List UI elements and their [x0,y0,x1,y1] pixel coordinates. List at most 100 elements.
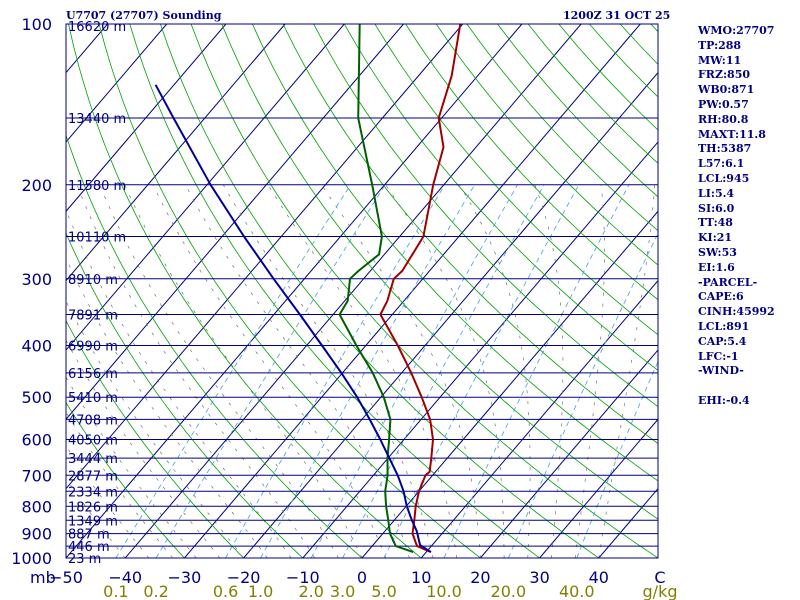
index-item: LCL:945 [698,171,750,185]
pressure-tick-label: 900 [21,525,52,544]
isotherm-line [66,24,464,490]
moist-adiabat-line [267,184,458,558]
index-item: -PARCEL- [698,275,758,289]
isotherm-line [302,141,658,558]
isotherm-line [66,24,286,282]
mixing-ratio-line [443,184,630,558]
index-item: LI:5.4 [698,186,735,200]
mixing-ratio-tick-label: 40.0 [559,582,595,600]
temperature-trace [379,24,462,554]
height-label: 887 m [68,528,110,543]
pressure-unit-label: mb [30,568,56,587]
mixing-ratio-line [310,184,518,558]
height-label: 10110 m [68,230,126,245]
index-item: MAXT:11.8 [698,127,766,141]
mixing-ratio-tick-label: 10.0 [426,582,462,600]
mixing-ratio-line [115,184,351,558]
height-label: 4708 m [68,413,118,428]
dry-adiabat-line [221,24,658,520]
isotherm-line [66,24,168,143]
isotherm-line [124,24,582,558]
pressure-tick-label: 800 [21,497,52,516]
index-item: PW:0.57 [698,97,749,111]
height-label: 5410 m [68,391,118,406]
temperature-tick-label: −10 [286,568,320,587]
pressure-tick-label: 1000 [11,549,52,568]
height-label: 2334 m [68,485,118,500]
dry-adiabat-line [98,24,481,558]
pressure-tick-label: 500 [21,388,52,407]
index-item: KI:21 [698,231,733,245]
temperature-tick-label: 10 [411,568,431,587]
moist-adiabat-line [574,184,605,558]
isotherm-line [66,24,404,421]
height-label: 6156 m [68,367,118,382]
isotherm-line [66,24,227,213]
mixing-ratio-tick-label: 1.0 [248,582,273,600]
height-label: 7891 m [68,309,118,324]
temperature-unit-label: C [654,568,665,587]
moist-adiabat-line [222,184,434,558]
temperature-tick-label: 30 [529,568,549,587]
dewpoint-trace [338,24,414,554]
index-item: L57:6.1 [698,157,745,171]
moist-adiabat-line [534,184,564,558]
index-item: LCL:891 [698,319,750,333]
mixing-ratio-line [260,184,475,558]
mixing-ratio-unit-label: g/kg [643,582,678,600]
index-item: MW:11 [698,53,742,67]
index-item: CAP:5.4 [698,334,747,348]
moist-adiabat-line [598,184,656,558]
mixing-ratio-line [383,184,580,558]
temperature-tick-label: −50 [49,568,83,587]
moist-adiabat-line [185,184,410,558]
pressure-tick-label: 700 [21,466,52,485]
index-item: FRZ:850 [698,68,751,82]
stability-indices-panel: WMO:27707 TP:288 MW:11 FRZ:850 WB0:871 PW:0.5… [698,24,775,409]
height-label: 4050 m [68,434,118,449]
moist-adiabat-line [124,184,363,558]
mixing-ratio-tick-label: 20.0 [491,582,527,600]
mixing-ratio-line [508,232,658,558]
pressure-tick-label: 400 [21,337,52,356]
height-label: 11580 m [68,179,126,194]
mixing-ratio-line [342,184,545,558]
isotherm-line [361,210,658,558]
dry-adiabat-line [160,24,600,558]
temperature-tick-label: 40 [589,568,609,587]
isotherm-line [66,24,345,351]
isobar-lines [66,23,658,559]
dry-adiabat-line [68,24,422,558]
parcel-path-trace [154,84,432,553]
isotherm-line [66,24,523,558]
mixing-ratio-tick-label: 2.0 [298,582,323,600]
pressure-tick-label: 100 [21,15,52,34]
pressure-tick-label: 300 [21,270,52,289]
sounding-traces [154,24,462,554]
mixing-ratio-tick-label: 5.0 [371,582,396,600]
isotherm-line [420,279,658,558]
temperature-tick-label: −20 [227,568,261,587]
temperature-tick-label: −40 [108,568,142,587]
valid-time: 1200Z 31 OCT 25 [563,9,671,22]
height-label: 6990 m [68,340,118,355]
height-label: 1826 m [68,500,118,515]
moist-adiabat-line [66,300,244,558]
height-label: 3444 m [68,452,118,467]
index-item: SW:53 [698,245,737,259]
index-item: CAPE:6 [698,290,744,304]
moist-adiabat-line [459,184,531,558]
isotherm-line [539,418,658,558]
index-item: EHI:-0.4 [698,393,750,407]
height-label: 2877 m [68,469,118,484]
index-item: EI:1.6 [698,260,735,274]
index-item: WMO:27707 [698,24,775,37]
mixing-ratio-tick-label: 0.1 [103,582,128,600]
index-item: TT:48 [698,216,733,230]
isotherm-line [243,71,658,558]
mixing-ratio-tick-label: 0.2 [143,582,168,600]
index-item: CINH:45992 [698,305,775,319]
moist-adiabat-line [321,184,481,558]
